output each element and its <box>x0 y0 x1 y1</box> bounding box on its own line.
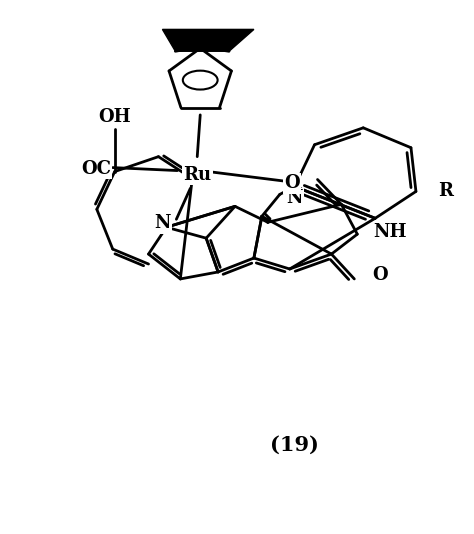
Text: O: O <box>372 266 388 284</box>
Polygon shape <box>163 29 254 51</box>
Text: N: N <box>286 190 303 207</box>
Text: (19): (19) <box>270 435 319 455</box>
Text: NH: NH <box>373 223 407 241</box>
Text: Ru: Ru <box>183 166 211 184</box>
Text: OC: OC <box>81 160 111 178</box>
Text: R: R <box>438 183 453 200</box>
Text: N: N <box>154 214 171 232</box>
Text: OH: OH <box>99 108 131 126</box>
Text: O: O <box>284 175 300 192</box>
